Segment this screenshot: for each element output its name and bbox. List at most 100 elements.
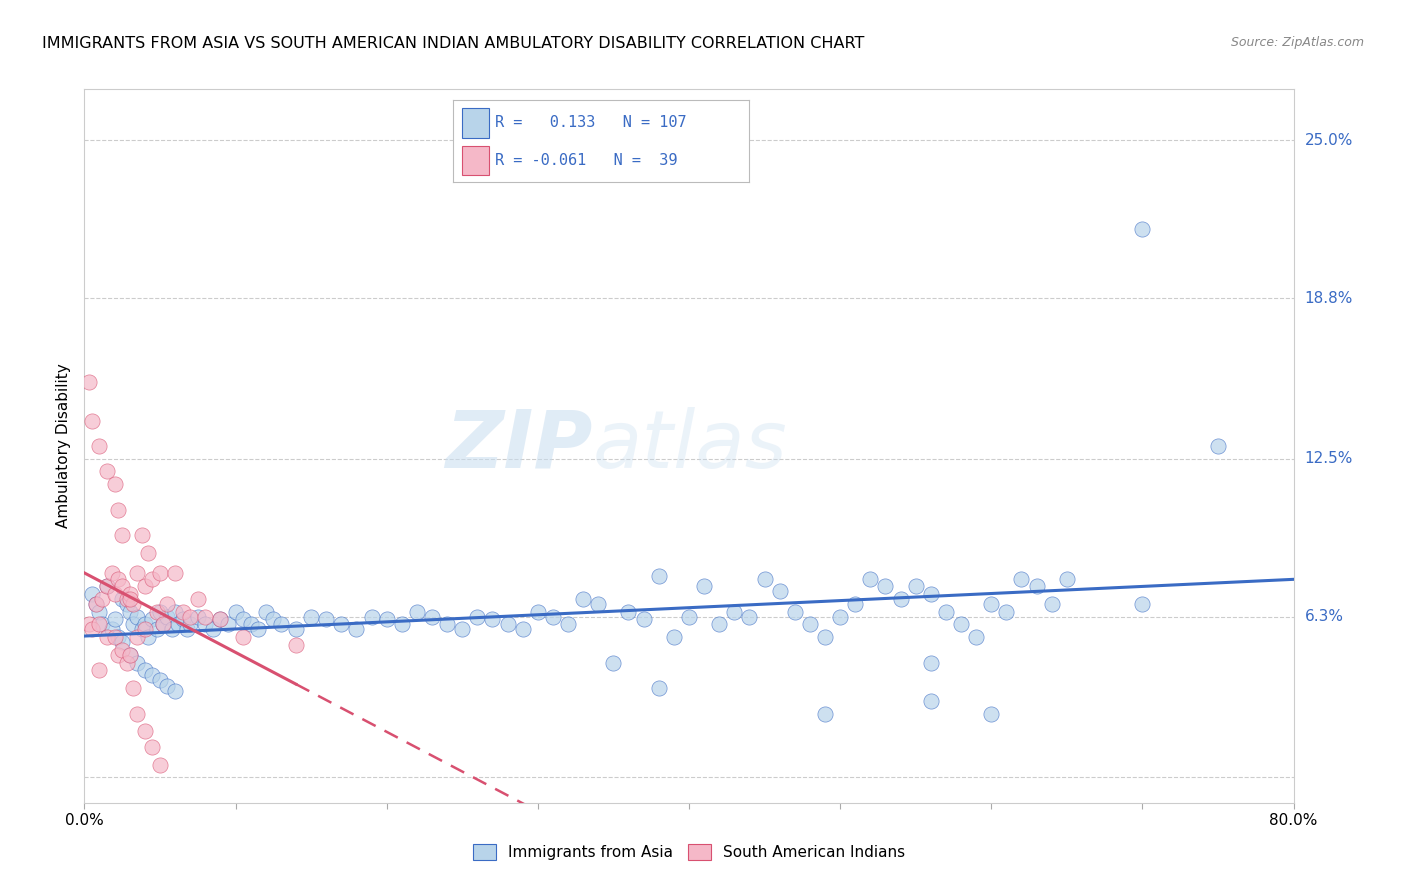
Point xyxy=(149,605,172,619)
Point xyxy=(127,609,149,624)
Point xyxy=(89,617,111,632)
Point xyxy=(141,612,163,626)
Point xyxy=(134,617,156,632)
Point xyxy=(172,605,194,619)
Point xyxy=(96,630,118,644)
Point xyxy=(232,630,254,644)
Point xyxy=(239,617,262,632)
Point xyxy=(136,630,159,644)
Point xyxy=(270,617,292,632)
Point xyxy=(146,605,169,619)
Point xyxy=(678,609,700,624)
Point xyxy=(156,679,179,693)
Point xyxy=(176,623,198,637)
Point xyxy=(134,663,156,677)
Point xyxy=(131,528,153,542)
Point xyxy=(80,587,103,601)
Point xyxy=(146,623,169,637)
Point xyxy=(100,623,122,637)
Point xyxy=(156,609,179,624)
Point xyxy=(920,694,942,708)
Point xyxy=(1040,597,1063,611)
Point xyxy=(156,597,179,611)
Point xyxy=(111,591,134,606)
Point xyxy=(141,572,163,586)
Point xyxy=(86,597,108,611)
Point xyxy=(890,591,912,606)
Point xyxy=(262,612,284,626)
Point xyxy=(115,656,138,670)
Point xyxy=(152,617,174,632)
Point xyxy=(920,656,942,670)
Point xyxy=(481,612,503,626)
Point xyxy=(633,612,655,626)
Point xyxy=(315,612,337,626)
Point xyxy=(451,623,474,637)
Point xyxy=(91,591,114,606)
Point xyxy=(436,617,458,632)
Text: 18.8%: 18.8% xyxy=(1305,291,1353,306)
Point xyxy=(131,623,153,637)
Point xyxy=(1025,579,1047,593)
Point xyxy=(512,623,534,637)
Point xyxy=(859,572,882,586)
Text: Source: ZipAtlas.com: Source: ZipAtlas.com xyxy=(1230,36,1364,49)
Point xyxy=(111,528,134,542)
Point xyxy=(165,605,187,619)
Point xyxy=(375,612,398,626)
Point xyxy=(107,630,129,644)
Point xyxy=(225,605,247,619)
Point xyxy=(330,617,353,632)
Point xyxy=(127,566,149,581)
Point xyxy=(100,566,122,581)
Point xyxy=(141,668,163,682)
Point xyxy=(86,597,108,611)
Point xyxy=(165,683,187,698)
Point xyxy=(738,609,761,624)
Point xyxy=(141,739,163,754)
Point xyxy=(844,597,866,611)
Point xyxy=(167,617,190,632)
Point xyxy=(194,609,217,624)
Text: 25.0%: 25.0% xyxy=(1305,133,1353,148)
Point xyxy=(127,630,149,644)
Point xyxy=(527,605,550,619)
Point xyxy=(121,681,143,695)
Text: atlas: atlas xyxy=(592,407,787,485)
Point xyxy=(467,609,489,624)
Point xyxy=(814,630,837,644)
Point xyxy=(541,609,564,624)
Point xyxy=(179,617,201,632)
Point xyxy=(160,623,183,637)
Point xyxy=(980,706,1002,721)
Point xyxy=(830,609,852,624)
Point xyxy=(104,612,127,626)
Point xyxy=(187,591,209,606)
Point xyxy=(406,605,429,619)
Point xyxy=(89,663,111,677)
Point xyxy=(127,656,149,670)
Point xyxy=(134,579,156,593)
Point xyxy=(115,597,138,611)
Point xyxy=(247,623,270,637)
Point xyxy=(617,605,640,619)
Point xyxy=(232,612,254,626)
Point xyxy=(799,617,821,632)
Point xyxy=(875,579,897,593)
Point xyxy=(149,566,172,581)
Point xyxy=(602,656,624,670)
Point xyxy=(134,724,156,739)
Point xyxy=(950,617,973,632)
Point xyxy=(194,617,217,632)
Point xyxy=(115,591,138,606)
Point xyxy=(285,623,308,637)
Point xyxy=(693,579,716,593)
Point xyxy=(91,617,114,632)
Point xyxy=(107,502,129,516)
Point xyxy=(920,587,942,601)
Point xyxy=(127,706,149,721)
Point xyxy=(572,591,595,606)
Point xyxy=(662,630,685,644)
Point xyxy=(77,376,100,390)
Point xyxy=(904,579,927,593)
